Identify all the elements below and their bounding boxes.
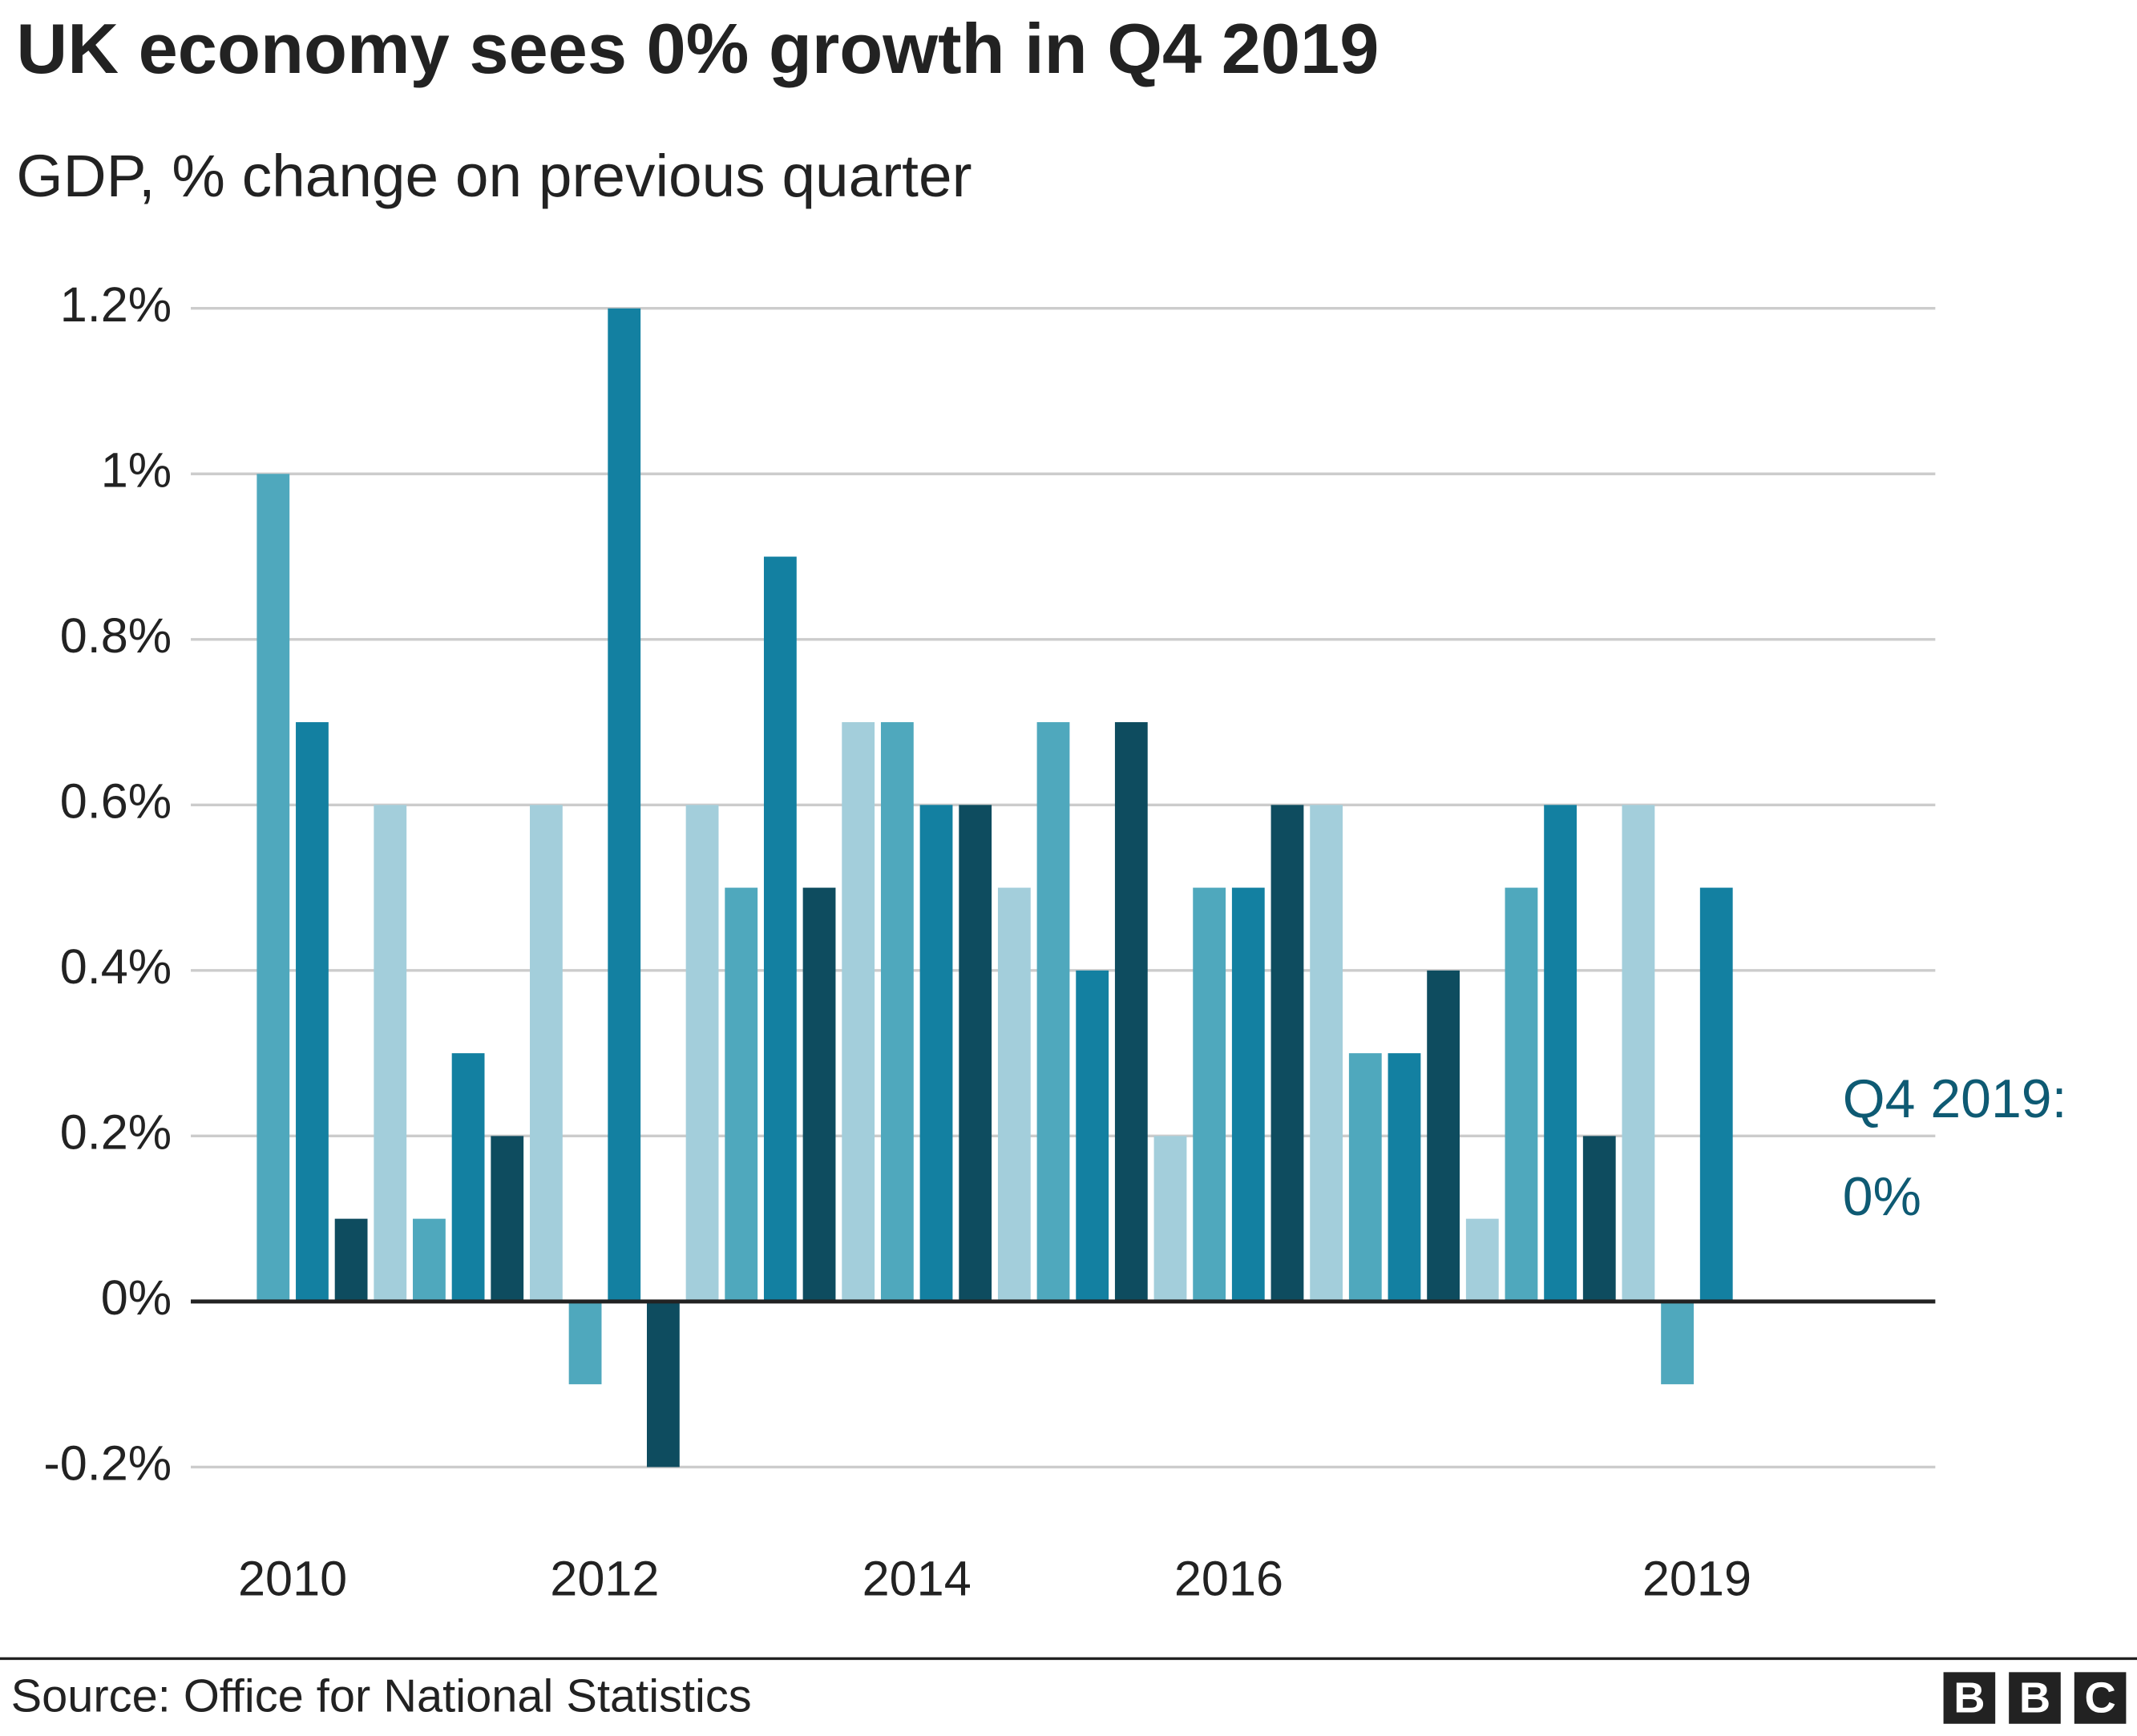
x-tick-label: 2019 bbox=[1642, 1552, 1751, 1606]
bar bbox=[763, 556, 797, 1302]
bar bbox=[880, 722, 914, 1302]
logo-letter: B bbox=[2019, 1673, 2050, 1722]
bar bbox=[1544, 805, 1578, 1302]
bar bbox=[1348, 1053, 1382, 1302]
y-tick-label: 0.8% bbox=[60, 608, 172, 663]
bar bbox=[1505, 887, 1538, 1302]
bar bbox=[1310, 805, 1343, 1302]
bar bbox=[1465, 1218, 1499, 1302]
y-tick-label: 0% bbox=[101, 1270, 172, 1325]
bar bbox=[568, 1301, 602, 1385]
x-tick-label: 2012 bbox=[550, 1552, 659, 1606]
bar bbox=[802, 887, 836, 1302]
bar bbox=[1427, 970, 1460, 1302]
logo-box bbox=[2009, 1672, 2061, 1724]
chart-title: UK economy sees 0% growth in Q4 2019 bbox=[16, 9, 1379, 88]
x-tick-label: 2010 bbox=[238, 1552, 347, 1606]
bar bbox=[530, 805, 563, 1302]
logo-letter: B bbox=[1953, 1673, 1985, 1722]
bar bbox=[725, 887, 758, 1302]
bar bbox=[257, 474, 290, 1302]
bar bbox=[646, 1301, 680, 1468]
bar bbox=[1076, 970, 1109, 1302]
bar bbox=[1114, 722, 1148, 1302]
annotation: 0% bbox=[1843, 1167, 1921, 1227]
x-tick-label: 2014 bbox=[862, 1552, 972, 1606]
bar bbox=[997, 887, 1031, 1302]
bar bbox=[685, 805, 719, 1302]
bar bbox=[959, 805, 992, 1302]
bar bbox=[842, 722, 875, 1302]
bar bbox=[491, 1136, 524, 1302]
bar bbox=[1582, 1136, 1616, 1302]
bar bbox=[608, 308, 641, 1302]
bar bbox=[1036, 722, 1070, 1302]
logo-box bbox=[1943, 1672, 1996, 1724]
bar bbox=[1231, 887, 1265, 1302]
y-tick-label: 1% bbox=[101, 442, 172, 497]
bar bbox=[919, 805, 953, 1302]
y-tick-label: -0.2% bbox=[43, 1436, 172, 1491]
bar bbox=[1193, 887, 1226, 1302]
bar bbox=[1270, 805, 1304, 1302]
bar bbox=[334, 1218, 368, 1302]
y-tick-label: 0.2% bbox=[60, 1105, 172, 1160]
source: Source: Office for National Statistics bbox=[11, 1671, 752, 1722]
y-tick-label: 0.6% bbox=[60, 774, 172, 829]
bar bbox=[1661, 1301, 1694, 1385]
x-tick-label: 2016 bbox=[1174, 1552, 1283, 1606]
annotation: Q4 2019: bbox=[1843, 1069, 2067, 1129]
logo-letter: C bbox=[2084, 1673, 2115, 1722]
logo-box bbox=[2074, 1672, 2127, 1724]
bar bbox=[1622, 805, 1655, 1302]
bar bbox=[374, 805, 407, 1302]
logo: B B C bbox=[1943, 1672, 2127, 1724]
bar bbox=[1699, 887, 1733, 1302]
y-tick-label: 1.2% bbox=[60, 277, 172, 332]
bar bbox=[413, 1218, 446, 1302]
chart-subtitle: GDP, % change on previous quarter bbox=[16, 142, 972, 209]
bar bbox=[1153, 1136, 1187, 1302]
bar bbox=[296, 722, 329, 1302]
bar bbox=[451, 1053, 485, 1302]
bar bbox=[1388, 1053, 1421, 1302]
y-tick-label: 0.4% bbox=[60, 939, 172, 994]
